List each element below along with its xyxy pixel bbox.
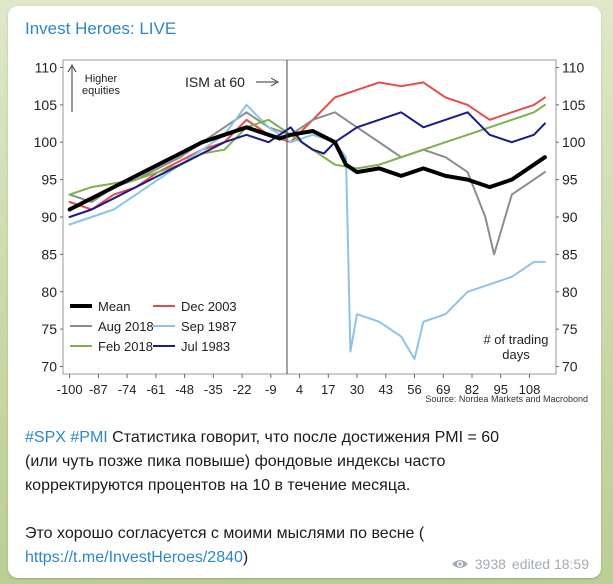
y-tick-label-right: 75 xyxy=(562,321,578,337)
x-tick-label: -22 xyxy=(233,382,252,397)
x-tick-label: -74 xyxy=(118,382,137,397)
eye-icon xyxy=(451,560,468,568)
body-line-1: Статистика говорит, что после достижения… xyxy=(112,429,500,446)
y-tick-label-right: 90 xyxy=(562,209,578,225)
y-tick-label-left: 75 xyxy=(41,321,57,337)
view-count: 3938 xyxy=(474,556,506,572)
x-tick-label: 56 xyxy=(407,382,421,397)
y-tick-label-right: 105 xyxy=(562,97,586,113)
legend-label: Aug 2018 xyxy=(98,319,154,334)
series-line-jul-1983 xyxy=(68,111,546,218)
y-tick-label-right: 85 xyxy=(562,246,578,262)
x-tick-label: -9 xyxy=(265,382,277,397)
y-tick-label-left: 110 xyxy=(35,59,58,75)
y-tick-label-left: 105 xyxy=(34,97,58,113)
x-tick-label: 4 xyxy=(296,382,303,397)
y-tick-label-right: 95 xyxy=(562,172,578,188)
x-tick-label: 108 xyxy=(519,382,541,397)
chart-source: Source: Nordea Markets and Macrobond xyxy=(425,394,588,404)
y-tick-label-left: 70 xyxy=(41,359,57,375)
y-tick-label-right: 110 xyxy=(562,59,585,75)
hashtag-spx[interactable]: #SPX xyxy=(25,429,66,446)
y-tick-label-right: 100 xyxy=(562,134,586,150)
x-tick-label: -35 xyxy=(204,382,223,397)
x-tick-label: 69 xyxy=(436,382,450,397)
legend-label: Sep 1987 xyxy=(181,319,237,334)
x-tick-label: -48 xyxy=(175,382,194,397)
x-tick-label: -87 xyxy=(89,382,108,397)
channel-title[interactable]: Invest Heroes: LIVE xyxy=(25,19,177,38)
body-line-3: корректируются процентов на 10 в течение… xyxy=(25,477,411,494)
y-tick-label-left: 100 xyxy=(34,134,58,150)
legend-label: Mean xyxy=(98,299,131,314)
y-tick-label-right: 70 xyxy=(562,359,578,375)
hashtag-pmi[interactable]: #PMI xyxy=(70,429,108,446)
link-suffix: ) xyxy=(242,549,249,566)
message-meta: 3938 edited 18:59 xyxy=(451,556,589,572)
annotation-higher-equities: equities xyxy=(82,85,120,97)
body-line-2: (или чуть позже пика повыше) фондовые ин… xyxy=(25,453,446,470)
legend-label: Dec 2003 xyxy=(181,299,237,314)
annotation-higher-equities: Higher xyxy=(85,73,118,85)
legend-label: Jul 1983 xyxy=(181,339,230,354)
y-tick-label-left: 80 xyxy=(41,284,57,300)
y-tick-label-right: 80 xyxy=(562,284,578,300)
legend-label: Feb 2018 xyxy=(98,339,153,354)
x-tick-label: 17 xyxy=(321,382,335,397)
x-tick-label: -100 xyxy=(57,382,83,397)
series-line-mean xyxy=(67,125,547,212)
x-tick-label: -61 xyxy=(146,382,165,397)
annotation-trading-days: # of trading xyxy=(483,332,548,347)
post-text: #SPX #PMI Статистика говорит, что после … xyxy=(25,426,590,570)
pmi-chart[interactable]: 70 70 75 75 80 80 85 85 90 90 95 95 100 100 105 105 110 1… xyxy=(8,52,601,410)
x-tick-label: 95 xyxy=(493,382,507,397)
x-tick-label: 30 xyxy=(350,382,364,397)
body-line-4: Это хорошо согласуется с моими мыслями п… xyxy=(25,525,425,542)
post-link[interactable]: https://t.me/InvestHeroes/2840 xyxy=(25,549,243,566)
annotation-ism: ISM at 60 xyxy=(185,74,245,90)
message-bubble: Invest Heroes: LIVE 70 70 75 75 80 80 85 85 90 90… xyxy=(8,6,601,578)
x-tick-label: 43 xyxy=(379,382,393,397)
annotation-trading-days: days xyxy=(502,347,530,362)
y-tick-label-left: 95 xyxy=(41,172,57,188)
edited-time: edited 18:59 xyxy=(511,556,589,572)
x-tick-label: 82 xyxy=(465,382,479,397)
y-tick-label-left: 90 xyxy=(41,209,57,225)
y-tick-label-left: 85 xyxy=(41,246,57,262)
series-line-aug-2018 xyxy=(68,111,546,256)
